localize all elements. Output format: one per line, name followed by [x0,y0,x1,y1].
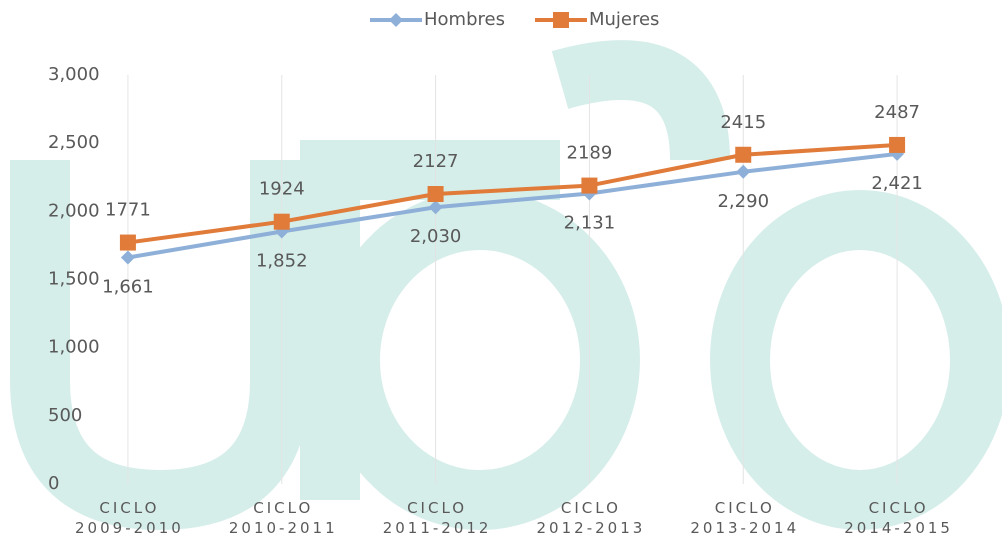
data-label: 2487 [874,102,920,123]
data-label: 1924 [259,179,305,200]
data-label: 1771 [105,200,151,221]
marker [889,137,905,153]
x-tick-label: CICLO 2012-2013 [516,498,666,538]
data-label: 2127 [413,151,459,172]
y-tick-label: 2,000 [48,200,100,221]
watermark-shape [740,220,980,500]
y-tick-label: 500 [48,405,82,426]
data-label: 2,131 [564,212,616,233]
marker [735,147,751,163]
y-tick-label: 1,000 [48,337,100,358]
marker [274,214,290,230]
chart-container: 0 500 1,000 1,500 2,000 2,500 3,000 1,661 1,852 2… [0,0,1002,544]
chart: 0 500 1,000 1,500 2,000 2,500 3,000 1,661 1,852 2… [0,0,1002,544]
watermark [40,70,980,500]
data-label: 2415 [720,112,766,133]
data-label: 1,661 [102,277,154,298]
y-tick-label: 2,500 [48,132,100,153]
legend-label: Mujeres [589,9,659,30]
data-label: 2189 [567,143,613,164]
y-tick-label: 0 [48,473,59,494]
legend-label: Hombres [424,9,505,30]
x-tick-label: CICLO 2014-2015 [824,498,974,538]
watermark-shape [350,220,610,500]
data-label: 1,852 [256,251,308,272]
legend-marker [389,13,403,27]
marker [736,165,750,179]
x-tick-label: CICLO 2013-2014 [670,498,820,538]
marker [428,186,444,202]
y-tick-label: 3,000 [48,64,100,85]
marker [121,251,135,265]
x-tick-label: CICLO 2010-2011 [208,498,358,538]
legend-marker [553,12,569,28]
data-label: 2,421 [871,173,923,194]
data-label: 2,290 [717,191,769,212]
marker [120,235,136,251]
x-tick-label: CICLO 2009-2010 [54,498,204,538]
data-label: 2,030 [410,226,462,247]
y-tick-label: 1,500 [48,269,100,290]
x-tick-label: CICLO 2011-2012 [362,498,512,538]
marker [581,178,597,194]
